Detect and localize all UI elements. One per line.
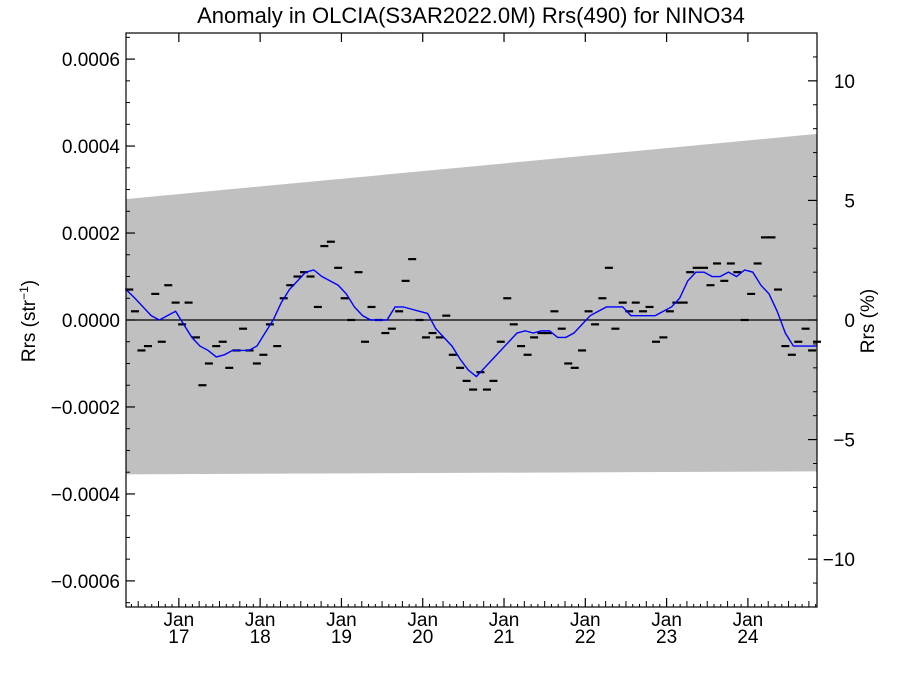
right-tick-label: 10 — [834, 72, 855, 93]
left-y-axis-label-text: Rrs (str — [19, 299, 40, 362]
smoothed-anomaly-line — [125, 269, 817, 378]
x-tick-year-label: 22 — [575, 627, 596, 648]
x-tick-year-label: 17 — [168, 627, 189, 648]
x-tick-month-label: Jan — [164, 610, 195, 631]
left-tick-label: 0.0004 — [62, 137, 121, 158]
left-y-axis-label: Rrs (str−1) — [17, 280, 40, 362]
left-y-axis-label-close: ) — [19, 280, 40, 286]
x-tick-month-label: Jan — [651, 610, 682, 631]
anomaly-markers — [125, 236, 821, 391]
x-tick-month-label: Jan — [407, 610, 438, 631]
left-y-axis: 0.0006 0.0004 0.0002 0.0000 −0.0002 −0.0004 −0… — [51, 36, 135, 604]
x-tick-month-label: Jan — [245, 610, 276, 631]
left-y-axis-label-sup: −1 — [17, 286, 31, 300]
left-tick-label: −0.0004 — [51, 485, 121, 506]
left-tick-label: −0.0002 — [51, 398, 120, 419]
right-tick-label: 5 — [844, 191, 855, 212]
left-tick-label: 0.0000 — [62, 311, 120, 332]
right-tick-label: −5 — [833, 431, 855, 452]
left-tick-label: 0.0002 — [62, 224, 120, 245]
x-tick-year-label: 24 — [737, 627, 759, 648]
chart-title: Anomaly in OLCIA(S3AR2022.0M) Rrs(490) f… — [197, 3, 745, 28]
left-tick-label: 0.0006 — [62, 50, 120, 71]
x-tick-year-label: 20 — [412, 627, 433, 648]
uncertainty-band — [126, 133, 817, 475]
x-tick-year-label: 21 — [493, 627, 514, 648]
x-tick-month-label: Jan — [326, 610, 357, 631]
x-tick-month-label: Jan — [733, 610, 764, 631]
x-tick-year-label: 19 — [331, 627, 352, 648]
x-tick-month-label: Jan — [570, 610, 601, 631]
x-tick-year-label: 18 — [250, 627, 271, 648]
right-y-axis-label: Rrs (%) — [858, 289, 879, 353]
plot-area — [125, 133, 821, 475]
x-tick-year-label: 23 — [656, 627, 677, 648]
right-tick-label: 0 — [844, 311, 855, 332]
x-tick-month-label: Jan — [489, 610, 520, 631]
right-tick-label: −10 — [823, 550, 855, 571]
left-tick-label: −0.0006 — [51, 572, 120, 593]
right-y-axis: 10 5 0 −5 −10 — [808, 56, 855, 584]
